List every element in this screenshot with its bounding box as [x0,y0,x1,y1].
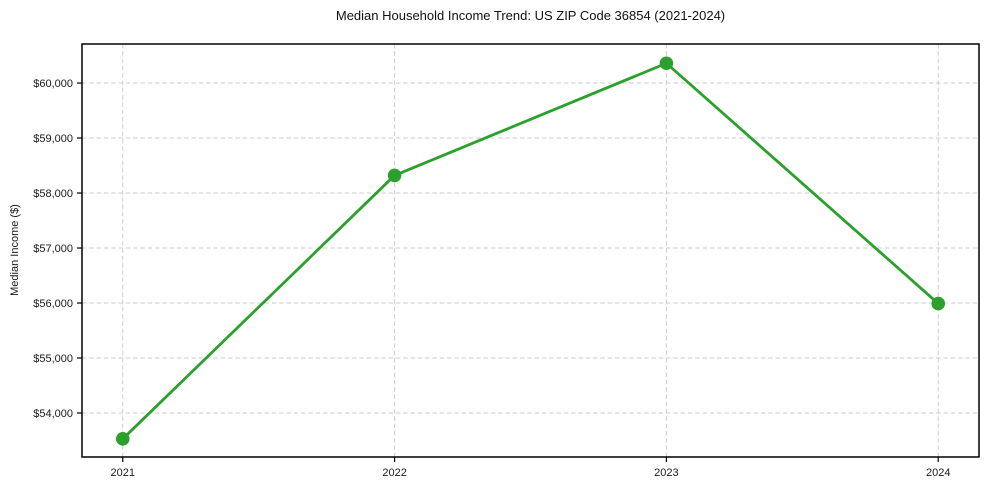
x-tick-label: 2024 [926,467,950,479]
y-tick-label: $57,000 [33,243,73,255]
y-tick-label: $60,000 [33,78,73,90]
trend-line [121,61,940,441]
x-tick-label: 2021 [111,467,135,479]
plot-border [81,43,980,458]
y-tick-label: $56,000 [33,298,73,310]
y-tick-label: $58,000 [33,188,73,200]
data-point-marker [387,168,402,183]
x-tick-label: 2023 [654,467,678,479]
data-point-marker [115,432,130,446]
data-point-marker [659,56,674,71]
y-tick-label: $55,000 [33,353,73,365]
x-tick-label: 2022 [382,467,406,479]
chart-title: Median Household Income Trend: US ZIP Co… [335,8,726,23]
y-tick-label: $54,000 [33,408,73,420]
y-tick-label: $59,000 [33,133,73,145]
data-point-marker [931,296,946,311]
